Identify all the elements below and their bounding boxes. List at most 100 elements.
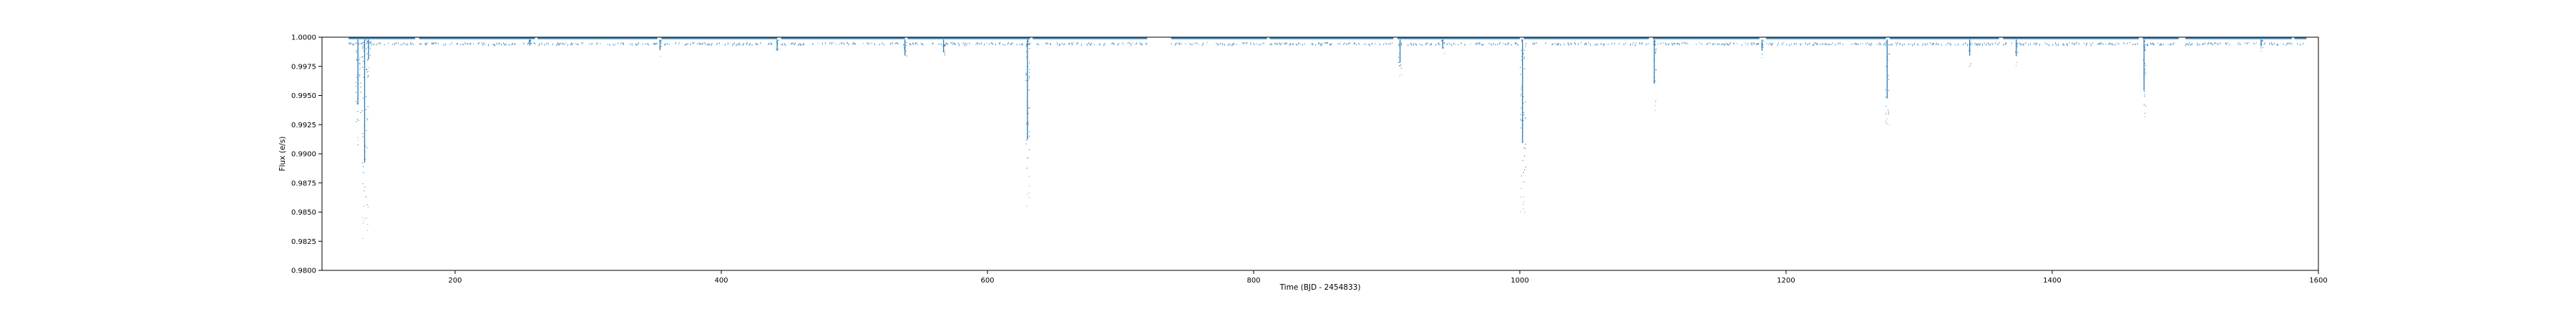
noise-point: [751, 44, 753, 46]
noise-point: [1497, 44, 1498, 46]
noise-point: [1435, 44, 1437, 46]
noise-point: [2211, 42, 2212, 45]
noise-point: [1325, 42, 1327, 44]
dip-point: [365, 145, 366, 147]
noise-point: [419, 43, 420, 45]
noise-point: [467, 43, 469, 45]
noise-point: [1069, 42, 1070, 45]
noise-point: [665, 43, 666, 46]
noise-point: [1557, 42, 1558, 46]
noise-point: [892, 41, 893, 45]
noise-point: [684, 44, 686, 46]
noise-point: [1021, 43, 1023, 46]
dip-point: [1029, 185, 1030, 187]
noise-point: [1123, 44, 1124, 45]
noise-point: [1588, 42, 1589, 44]
noise-point: [464, 42, 466, 45]
noise-point: [2108, 43, 2109, 45]
noise-point: [1551, 43, 1553, 46]
noise-point: [756, 44, 758, 45]
noise-point: [1603, 44, 1604, 46]
noise-point: [1330, 44, 1331, 46]
noise-point: [1614, 42, 1615, 45]
dip-point: [366, 118, 368, 119]
noise-point: [2272, 43, 2273, 46]
noise-point: [848, 43, 849, 46]
noise-point: [352, 44, 353, 46]
noise-point: [1488, 42, 1490, 44]
dip-point: [1397, 57, 1400, 58]
noise-point: [2137, 43, 2138, 45]
dip-point: [1762, 44, 1763, 46]
noise-point: [1259, 44, 1261, 46]
noise-point: [1012, 42, 1013, 44]
noise-point: [757, 43, 758, 46]
noise-point: [1912, 44, 1913, 46]
dip-point: [1525, 148, 1526, 149]
noise-point: [482, 44, 484, 46]
dip-point: [1029, 72, 1030, 73]
noise-point: [2004, 43, 2006, 46]
noise-point: [2147, 44, 2148, 46]
noise-point: [2036, 42, 2038, 44]
noise-point: [2269, 42, 2270, 45]
noise-point: [1998, 44, 1999, 45]
noise-point: [913, 43, 914, 45]
noise-point: [462, 44, 464, 46]
noise-point: [1126, 42, 1128, 44]
dip-point: [362, 97, 364, 99]
noise-point: [1757, 43, 1758, 45]
dip-point: [1026, 167, 1028, 169]
dip-point: [2016, 46, 2018, 47]
noise-point: [1098, 44, 1100, 46]
dip-point: [363, 41, 364, 43]
noise-point: [1536, 41, 1537, 44]
dip-point: [1026, 205, 1028, 207]
noise-point: [1246, 42, 1248, 44]
dip-point: [366, 147, 368, 149]
data-layer: [348, 37, 2307, 240]
noise-point: [1730, 41, 1732, 44]
dip-point: [1028, 124, 1029, 125]
noise-point: [664, 44, 665, 46]
y-axis-label: Flux (e/s): [278, 137, 287, 172]
noise-point: [2092, 42, 2094, 44]
noise-point: [1425, 43, 1426, 46]
noise-point: [1722, 43, 1724, 44]
noise-point: [1365, 43, 1367, 45]
noise-point: [1386, 43, 1387, 45]
noise-point: [544, 44, 545, 46]
noise-point: [1831, 44, 1833, 46]
noise-point: [811, 43, 813, 45]
noise-point: [512, 42, 513, 45]
noise-point: [1138, 42, 1140, 44]
dip-point: [362, 56, 364, 57]
noise-point: [1984, 42, 1985, 44]
noise-point: [1632, 42, 1634, 44]
dip-point: [2016, 62, 2018, 63]
noise-point: [2214, 42, 2215, 44]
noise-point: [852, 41, 854, 44]
noise-point: [1654, 43, 1656, 46]
noise-point: [1707, 43, 1709, 44]
dip-point: [360, 112, 361, 113]
noise-point: [1343, 44, 1345, 45]
noise-point: [729, 42, 731, 44]
noise-point: [760, 42, 761, 44]
noise-point: [2067, 44, 2069, 46]
noise-point: [1855, 43, 1857, 46]
noise-point: [782, 44, 784, 46]
noise-point: [1885, 44, 1886, 46]
noise-point: [2135, 44, 2137, 46]
baseline-flux-segment: [1397, 37, 1520, 39]
dip-point: [364, 159, 366, 160]
noise-point: [1285, 42, 1287, 44]
noise-point: [2039, 44, 2040, 46]
noise-point: [355, 43, 356, 45]
noise-point: [922, 44, 924, 46]
noise-point: [1828, 44, 1830, 46]
noise-point: [2202, 43, 2204, 45]
noise-point: [1607, 43, 1609, 45]
y-tick-label: 0.9800: [291, 268, 316, 275]
dip-point: [361, 217, 363, 218]
